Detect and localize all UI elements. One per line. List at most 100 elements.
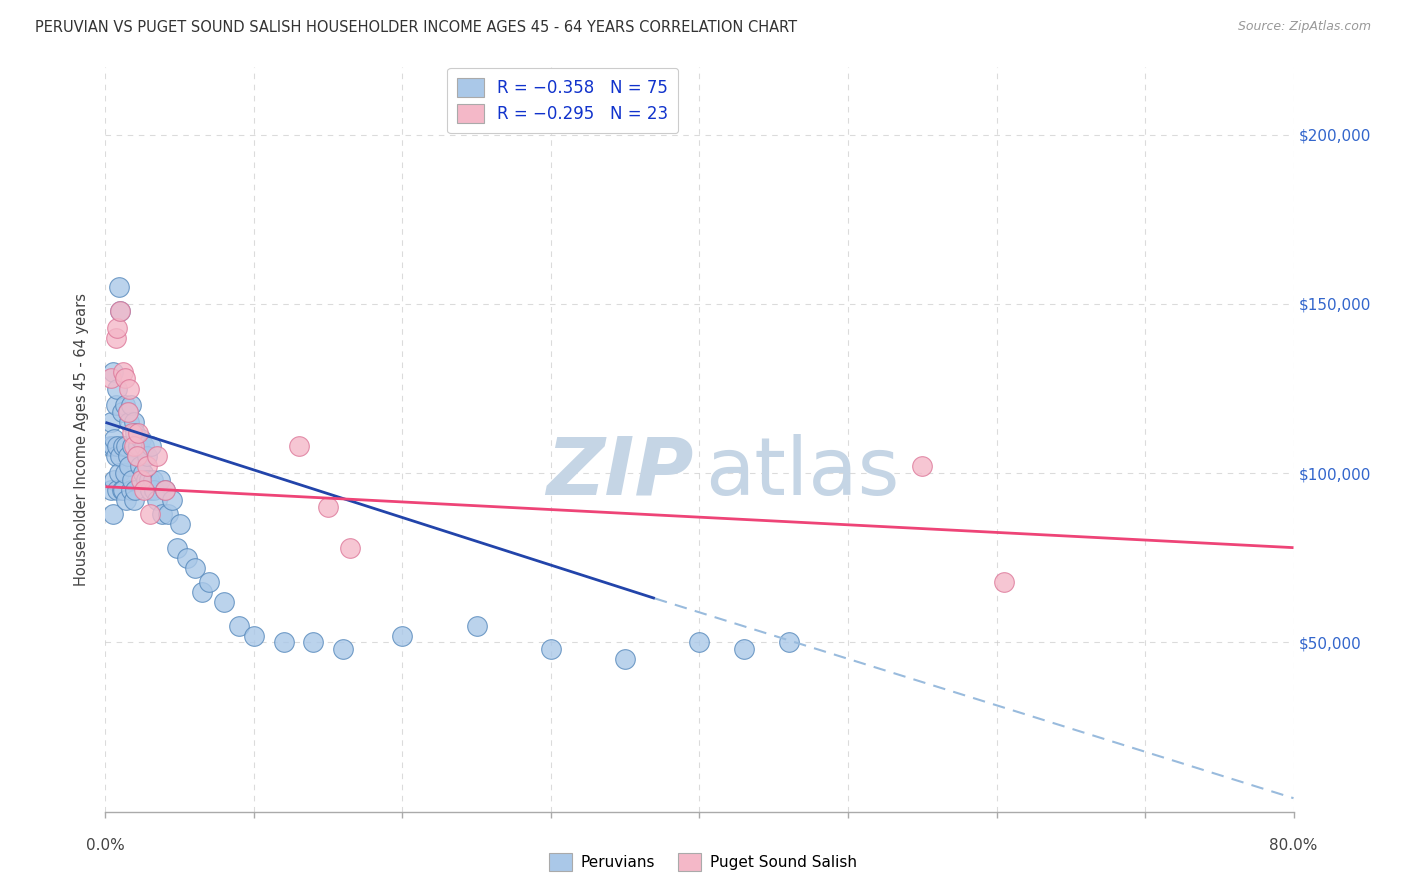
Point bbox=[391, 629, 413, 643]
Point bbox=[118, 459, 141, 474]
Text: atlas: atlas bbox=[706, 434, 900, 512]
Point bbox=[112, 483, 135, 497]
Point bbox=[228, 618, 250, 632]
Point bbox=[146, 493, 169, 508]
Point bbox=[110, 449, 132, 463]
Point bbox=[146, 449, 169, 463]
Point bbox=[128, 459, 150, 474]
Point bbox=[332, 642, 354, 657]
Point bbox=[114, 399, 136, 413]
Point bbox=[104, 331, 127, 345]
Point bbox=[117, 405, 139, 419]
Point bbox=[139, 507, 162, 521]
Point bbox=[139, 483, 162, 497]
Point bbox=[127, 425, 149, 440]
Point bbox=[104, 399, 127, 413]
Point bbox=[316, 500, 339, 514]
Point bbox=[993, 574, 1015, 589]
Point bbox=[112, 439, 135, 453]
Point bbox=[465, 618, 488, 632]
Text: PERUVIAN VS PUGET SOUND SALISH HOUSEHOLDER INCOME AGES 45 - 64 YEARS CORRELATION: PERUVIAN VS PUGET SOUND SALISH HOUSEHOLD… bbox=[35, 20, 797, 35]
Point bbox=[166, 541, 188, 555]
Point bbox=[117, 449, 139, 463]
Point bbox=[339, 541, 361, 555]
Point bbox=[105, 483, 128, 497]
Point bbox=[105, 382, 128, 396]
Point bbox=[115, 439, 138, 453]
Point bbox=[129, 433, 152, 447]
Point bbox=[132, 439, 155, 453]
Text: ZIP: ZIP bbox=[546, 434, 693, 512]
Point bbox=[125, 449, 148, 463]
Point bbox=[114, 371, 136, 385]
Point bbox=[183, 561, 205, 575]
Legend: R = −0.358   N = 75, R = −0.295   N = 23: R = −0.358 N = 75, R = −0.295 N = 23 bbox=[447, 68, 679, 133]
Point bbox=[118, 416, 141, 430]
Point bbox=[110, 303, 132, 318]
Point bbox=[108, 280, 131, 294]
Point bbox=[125, 449, 148, 463]
Point bbox=[100, 483, 122, 497]
Point bbox=[100, 416, 122, 430]
Point bbox=[124, 425, 146, 440]
Point bbox=[101, 365, 124, 379]
Point bbox=[156, 507, 179, 521]
Point bbox=[153, 483, 176, 497]
Point bbox=[135, 473, 157, 487]
Point bbox=[112, 365, 135, 379]
Point bbox=[143, 483, 166, 497]
Y-axis label: Householder Income Ages 45 - 64 years: Householder Income Ages 45 - 64 years bbox=[75, 293, 90, 586]
Point bbox=[287, 439, 309, 453]
Point bbox=[214, 595, 236, 609]
Point bbox=[98, 439, 121, 453]
Point bbox=[122, 439, 145, 453]
Point bbox=[105, 439, 128, 453]
Point bbox=[153, 483, 176, 497]
Text: 80.0%: 80.0% bbox=[1270, 838, 1317, 853]
Point bbox=[132, 483, 155, 497]
Point bbox=[136, 459, 159, 474]
Point bbox=[162, 493, 184, 508]
Point bbox=[122, 493, 145, 508]
Point bbox=[111, 405, 134, 419]
Point bbox=[111, 483, 134, 497]
Point bbox=[124, 483, 146, 497]
Point bbox=[118, 382, 141, 396]
Point bbox=[127, 439, 149, 453]
Point bbox=[101, 507, 124, 521]
Point bbox=[115, 493, 138, 508]
Text: 0.0%: 0.0% bbox=[86, 838, 125, 853]
Point bbox=[120, 399, 142, 413]
Point bbox=[176, 550, 198, 565]
Point bbox=[540, 642, 562, 657]
Point bbox=[733, 642, 755, 657]
Text: Source: ZipAtlas.com: Source: ZipAtlas.com bbox=[1237, 20, 1371, 33]
Point bbox=[302, 635, 325, 649]
Point bbox=[100, 371, 122, 385]
Point bbox=[198, 574, 221, 589]
Point bbox=[120, 483, 142, 497]
Point bbox=[114, 466, 136, 480]
Point bbox=[273, 635, 295, 649]
Point bbox=[141, 439, 163, 453]
Point bbox=[131, 466, 153, 480]
Point bbox=[121, 473, 143, 487]
Point bbox=[108, 466, 131, 480]
Point bbox=[103, 433, 125, 447]
Point bbox=[105, 320, 128, 334]
Point bbox=[122, 416, 145, 430]
Point bbox=[778, 635, 800, 649]
Point bbox=[117, 405, 139, 419]
Legend: Peruvians, Puget Sound Salish: Peruvians, Puget Sound Salish bbox=[543, 847, 863, 877]
Point bbox=[138, 473, 160, 487]
Point bbox=[149, 473, 172, 487]
Point bbox=[142, 473, 165, 487]
Point bbox=[121, 439, 143, 453]
Point bbox=[104, 449, 127, 463]
Point bbox=[110, 303, 132, 318]
Point bbox=[103, 473, 125, 487]
Point bbox=[129, 473, 152, 487]
Point bbox=[191, 584, 214, 599]
Point bbox=[243, 629, 266, 643]
Point bbox=[121, 425, 143, 440]
